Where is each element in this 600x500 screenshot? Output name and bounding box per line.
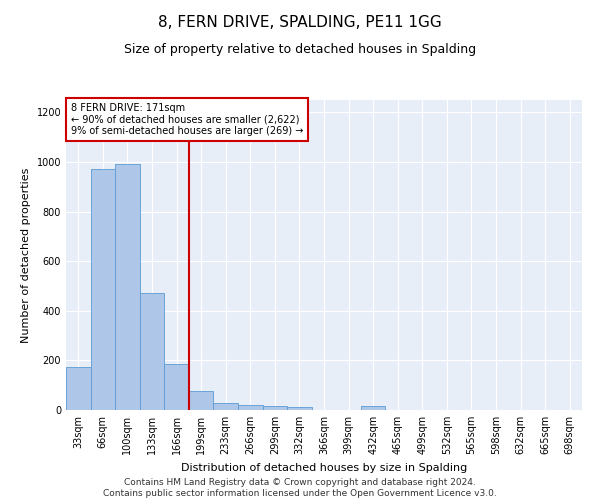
Bar [66,366,91,410]
Bar [361,406,385,410]
Bar [263,406,287,410]
Y-axis label: Number of detached properties: Number of detached properties [21,168,31,342]
Bar [115,164,140,410]
Text: Size of property relative to detached houses in Spalding: Size of property relative to detached ho… [124,42,476,56]
Text: 8, FERN DRIVE, SPALDING, PE11 1GG: 8, FERN DRIVE, SPALDING, PE11 1GG [158,15,442,30]
Bar [287,407,312,410]
X-axis label: Distribution of detached houses by size in Spalding: Distribution of detached houses by size … [181,462,467,472]
Bar [238,404,263,410]
Bar [140,294,164,410]
Bar [164,364,189,410]
Bar [214,402,238,410]
Bar [91,170,115,410]
Text: Contains HM Land Registry data © Crown copyright and database right 2024.
Contai: Contains HM Land Registry data © Crown c… [103,478,497,498]
Bar [189,392,214,410]
Text: 8 FERN DRIVE: 171sqm
← 90% of detached houses are smaller (2,622)
9% of semi-det: 8 FERN DRIVE: 171sqm ← 90% of detached h… [71,103,304,136]
